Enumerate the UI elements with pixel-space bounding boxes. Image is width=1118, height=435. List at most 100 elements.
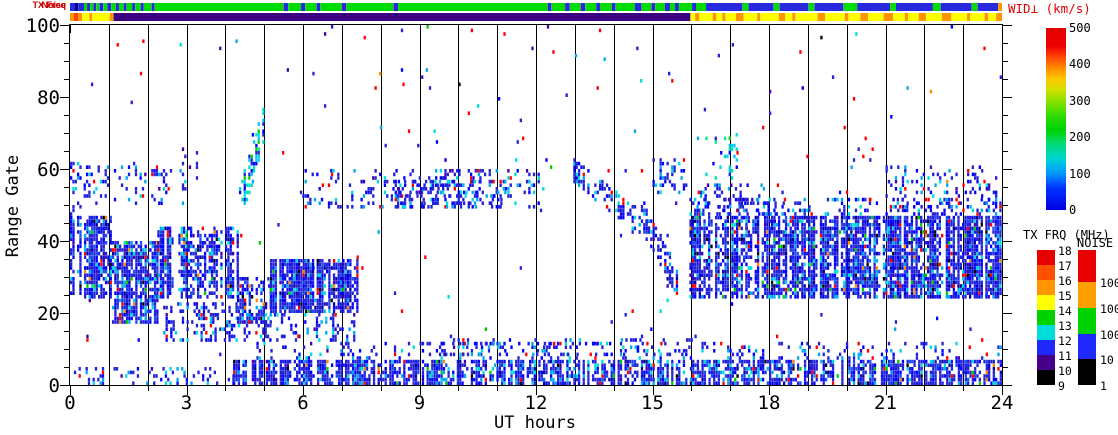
txfrq-segment	[1037, 250, 1055, 265]
y-tick-right	[1003, 79, 1008, 80]
noise-segment	[1078, 282, 1096, 308]
txfrq-segment	[1037, 265, 1055, 280]
x-tick	[614, 386, 615, 391]
x-tick	[497, 386, 498, 391]
txfrq-segment	[1037, 295, 1055, 310]
y-tick-label: 20	[37, 303, 60, 325]
noise-segment	[1078, 308, 1096, 334]
txfrq-segment	[1037, 355, 1055, 370]
y-tick-right	[1003, 187, 1008, 188]
noise-tick-label: 100	[1100, 328, 1118, 342]
wid-tick-label: 100	[1069, 166, 1091, 181]
txfrq-tick-label: 16	[1058, 274, 1072, 288]
x-tick-label: 0	[64, 392, 76, 414]
txfrq-tick-label: 12	[1058, 334, 1072, 348]
x-tick	[109, 386, 110, 391]
txfreq-strip-label: TX Freq	[32, 0, 66, 10]
y-tick	[60, 385, 69, 386]
txfrq-tick-label: 9	[1058, 379, 1065, 393]
y-tick-right	[1003, 313, 1012, 314]
y-tick-right	[1003, 25, 1012, 26]
x-tick	[70, 386, 71, 395]
y-tick-right	[1003, 115, 1008, 116]
x-tick	[264, 386, 265, 391]
y-tick-right	[1003, 367, 1008, 368]
noise-segment	[1078, 359, 1096, 385]
txfrq-segment	[1037, 370, 1055, 385]
x-tick	[225, 386, 226, 391]
x-tick	[886, 386, 887, 395]
x-tick	[1002, 386, 1003, 395]
x-tick	[381, 386, 382, 391]
y-tick-label: 100	[25, 15, 60, 37]
noise-status-strip	[70, 3, 1002, 11]
x-tick	[342, 386, 343, 391]
x-tick-label: 9	[413, 392, 426, 414]
y-tick-right	[1003, 349, 1008, 350]
x-tick	[963, 386, 964, 391]
x-tick	[148, 386, 149, 391]
noise-tick-label: 10000	[1100, 276, 1118, 290]
y-tick	[60, 97, 69, 98]
noise-tick-label: 10	[1100, 353, 1114, 367]
y-tick-right	[1003, 169, 1012, 170]
x-tick-label: 3	[180, 392, 193, 414]
x-tick-label: 21	[874, 392, 897, 414]
y-tick-right	[1003, 241, 1012, 242]
range-time-scatter-plot	[70, 25, 1002, 385]
x-axis-title: UT hours	[494, 413, 576, 433]
noise-segment	[1078, 334, 1096, 359]
y-tick	[60, 313, 69, 314]
x-tick-label: 15	[641, 392, 664, 414]
txfrq-tick-label: 11	[1058, 349, 1072, 363]
x-tick	[730, 386, 731, 391]
txfrq-colorbar-title: TX FRQ (MHz)	[1023, 228, 1110, 242]
noise-tick-label: 1	[1100, 379, 1107, 393]
x-tick	[808, 386, 809, 391]
noise-colorbar	[1078, 250, 1096, 385]
txfreq-status-strip	[70, 13, 1002, 21]
x-tick	[575, 386, 576, 391]
wid-tick-label: 0	[1069, 203, 1077, 217]
y-tick-right	[1003, 223, 1008, 224]
wid-tick-label: 400	[1069, 57, 1091, 72]
x-tick-label: 24	[990, 392, 1014, 414]
txfrq-tick-label: 18	[1058, 244, 1072, 258]
x-tick	[420, 386, 421, 395]
x-tick	[536, 386, 537, 395]
noise-segment	[1078, 250, 1096, 282]
txfrq-tick-label: 17	[1058, 259, 1072, 273]
txfrq-segment	[1037, 280, 1055, 295]
txfrq-colorbar	[1037, 250, 1055, 385]
x-tick	[187, 386, 188, 395]
y-tick-right	[1003, 61, 1008, 62]
y-tick-label: 0	[48, 375, 60, 397]
txfrq-tick-label: 15	[1058, 289, 1072, 303]
y-axis-title: Range Gate	[3, 154, 23, 258]
y-tick	[60, 25, 69, 26]
y-tick-right	[1003, 151, 1008, 152]
x-tick	[653, 386, 654, 395]
x-tick-label: 18	[757, 392, 781, 414]
y-tick	[60, 241, 69, 242]
y-tick-right	[1003, 43, 1008, 44]
txfrq-segment	[1037, 310, 1055, 325]
y-tick-right	[1003, 97, 1012, 98]
txfrq-segment	[1037, 325, 1055, 340]
wid-colorbar	[1046, 28, 1066, 210]
x-tick	[847, 386, 848, 391]
wid-tick-label: 500	[1069, 21, 1091, 35]
x-tick-label: 12	[524, 392, 548, 414]
y-tick-right	[1003, 295, 1008, 296]
wid-tick-label: 300	[1069, 93, 1091, 108]
noise-colorbar-title: NOISE	[1077, 236, 1114, 250]
noise-strip-label: Noise	[41, 0, 66, 10]
x-tick	[303, 386, 304, 395]
wid-tick-label: 200	[1069, 130, 1091, 145]
txfrq-tick-label: 13	[1058, 319, 1072, 333]
txfrq-tick-label: 14	[1058, 304, 1072, 318]
y-tick-right	[1003, 259, 1008, 260]
x-tick-label: 6	[297, 392, 309, 414]
plot-frame	[69, 24, 1003, 386]
